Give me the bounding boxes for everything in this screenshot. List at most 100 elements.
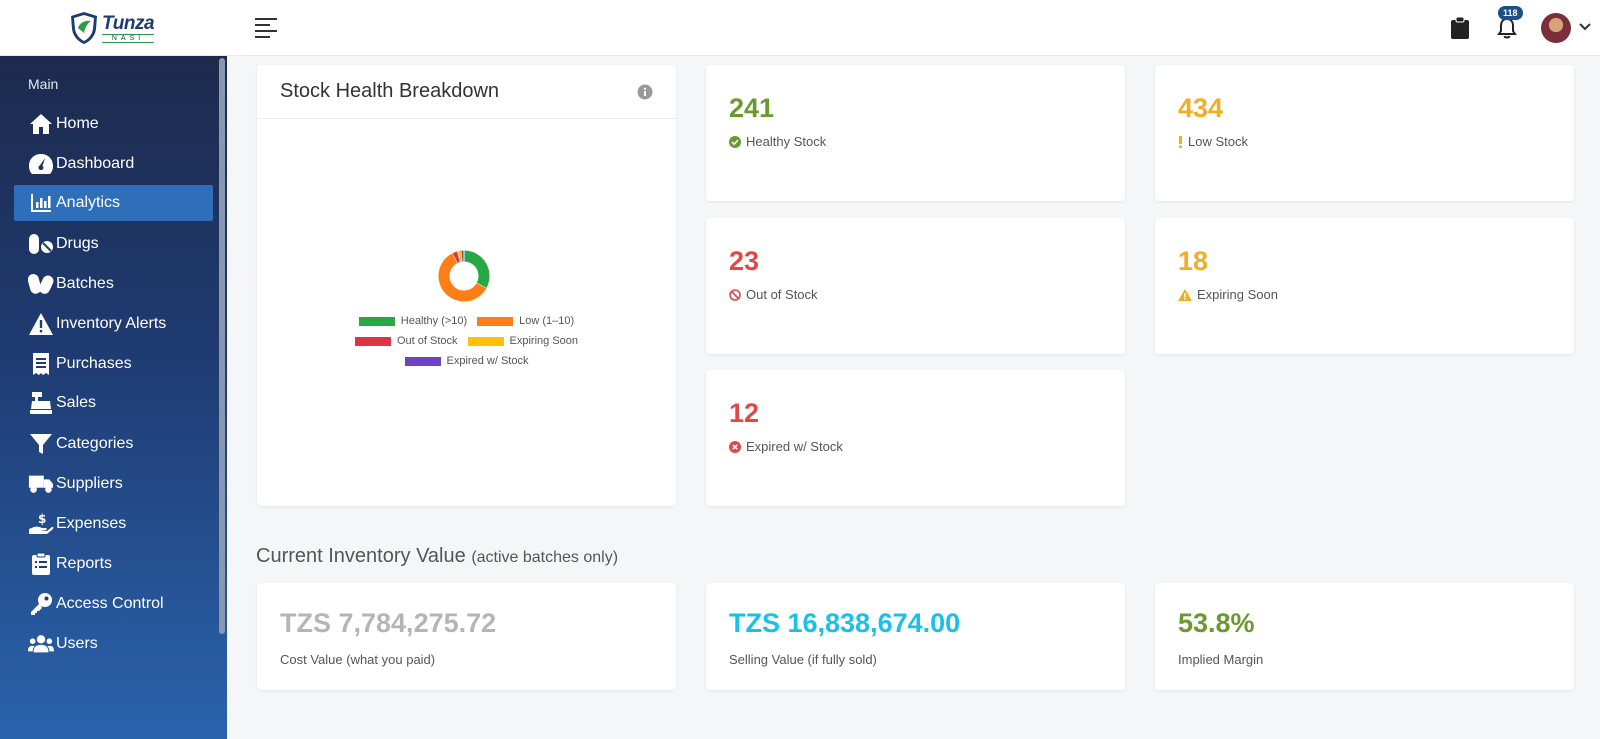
card-title: Stock Health Breakdown <box>280 80 500 102</box>
ban-icon <box>729 288 741 301</box>
pills-icon <box>28 232 54 256</box>
clipboard-list-icon <box>28 552 54 576</box>
capsules-icon <box>28 272 54 296</box>
info-icon[interactable] <box>637 84 653 100</box>
top-bar: Tunza NASI 118 <box>0 0 1600 56</box>
sidebar-item-label: Analytics <box>56 194 121 211</box>
value-label: Selling Value (if fully sold) <box>729 652 877 667</box>
expired-stock-card: 12 Expired w/ Stock <box>706 370 1125 506</box>
sidebar-item-inventory-alerts[interactable]: Inventory Alerts <box>14 306 213 342</box>
legend-label: Out of Stock <box>396 335 458 347</box>
exclamation-icon <box>1179 135 1182 148</box>
sidebar-item-dashboard[interactable]: Dashboard <box>14 146 213 182</box>
sidebar-item-sales[interactable]: Sales <box>14 385 213 421</box>
selling-value-card: TZS 16,838,674.00 Selling Value (if full… <box>706 583 1125 690</box>
inventory-section-title: Current Inventory Value (active batches … <box>256 545 618 568</box>
healthy-stock-card: 241 Healthy Stock <box>706 65 1125 201</box>
sidebar: Main Home Dashboard Analytics Drugs Batc… <box>0 56 227 739</box>
stat-label: Expiring Soon <box>1197 287 1278 302</box>
legend-swatch <box>467 336 504 346</box>
stat-value: 434 <box>1178 93 1224 123</box>
sidebar-item-label: Inventory Alerts <box>56 315 167 332</box>
sidebar-section-label: Main <box>28 76 59 92</box>
low-stock-card: 434 Low Stock <box>1155 65 1574 201</box>
legend-item-out-of-stock[interactable]: Out of Stock <box>354 335 458 347</box>
sidebar-item-suppliers[interactable]: Suppliers <box>14 466 213 502</box>
slice-separator <box>456 251 461 263</box>
legend-item-healthy[interactable]: Healthy (>10) <box>358 315 467 327</box>
bell-icon[interactable] <box>1496 16 1518 40</box>
hand-dollar-icon: $ <box>28 512 54 536</box>
slice-separator <box>476 282 487 289</box>
sidebar-item-drugs[interactable]: Drugs <box>14 226 213 262</box>
stat-value: 23 <box>729 246 760 276</box>
sidebar-item-analytics[interactable]: Analytics <box>14 185 213 221</box>
sidebar-item-expenses[interactable]: $ Expenses <box>14 506 213 542</box>
bar-chart-icon <box>28 191 54 215</box>
cash-register-icon <box>28 391 54 415</box>
section-title-text: Current Inventory Value <box>256 545 466 567</box>
sidebar-item-reports[interactable]: Reports <box>14 546 213 582</box>
chart-legend: Healthy (>10) Low (1–10) Out of Stock Ex… <box>257 311 676 371</box>
svg-text:$: $ <box>38 512 46 526</box>
stock-health-donut-chart <box>438 250 490 302</box>
avatar[interactable] <box>1541 13 1571 43</box>
legend-swatch <box>354 336 391 346</box>
stat-label: Expired w/ Stock <box>746 439 843 454</box>
sidebar-item-label: Batches <box>56 275 114 292</box>
sidebar-item-home[interactable]: Home <box>14 106 213 142</box>
legend-label: Expiring Soon <box>509 335 579 347</box>
margin-card: 53.8% Implied Margin <box>1155 583 1574 690</box>
stat-value: 18 <box>1178 246 1209 276</box>
sidebar-item-users[interactable]: Users <box>14 626 213 662</box>
sidebar-item-purchases[interactable]: Purchases <box>14 346 213 382</box>
stock-health-card: Stock Health Breakdown Healthy (>10) Low… <box>257 65 676 506</box>
sidebar-item-label: Suppliers <box>56 475 123 492</box>
sidebar-item-categories[interactable]: Categories <box>14 426 213 462</box>
legend-label: Low (1–10) <box>519 315 575 327</box>
expiring-soon-card: 18 Expiring Soon <box>1155 218 1574 354</box>
sidebar-item-access-control[interactable]: Access Control <box>14 586 213 622</box>
value-amount: TZS 16,838,674.00 <box>729 608 961 638</box>
sidebar-item-batches[interactable]: Batches <box>14 266 213 302</box>
receipt-icon <box>28 352 54 376</box>
donut-slice-0[interactable] <box>463 250 490 289</box>
brand-logo[interactable]: Tunza NASI <box>68 10 160 46</box>
key-icon <box>28 592 54 616</box>
stat-label: Out of Stock <box>746 287 818 302</box>
legend-item-expiring-soon[interactable]: Expiring Soon <box>467 335 579 347</box>
legend-item-expired[interactable]: Expired w/ Stock <box>404 355 529 367</box>
shield-logo-icon <box>71 12 97 44</box>
value-amount: TZS 7,784,275.72 <box>280 608 497 638</box>
out-of-stock-card: 23 Out of Stock <box>706 218 1125 354</box>
legend-label: Expired w/ Stock <box>446 355 529 367</box>
sidebar-scrollbar[interactable] <box>219 58 225 634</box>
value-label: Implied Margin <box>1178 652 1264 667</box>
donut-slice-1[interactable] <box>438 253 487 302</box>
legend-swatch <box>358 316 395 326</box>
truck-icon <box>28 472 54 496</box>
check-circle-icon <box>729 135 741 148</box>
warning-triangle-icon <box>28 312 54 336</box>
notification-badge: 118 <box>1498 6 1523 20</box>
sidebar-item-label: Reports <box>56 555 113 572</box>
sidebar-item-label: Users <box>56 635 98 652</box>
filter-icon <box>28 432 54 456</box>
chevron-down-icon[interactable] <box>1578 20 1592 34</box>
sidebar-item-label: Drugs <box>56 235 99 252</box>
stat-label: Healthy Stock <box>746 134 827 149</box>
sidebar-item-label: Home <box>56 115 99 132</box>
home-icon <box>28 112 54 136</box>
users-icon <box>28 632 54 656</box>
clipboard-icon[interactable] <box>1450 16 1470 40</box>
warning-triangle-icon <box>1178 288 1192 301</box>
donut-slice-2[interactable] <box>452 251 461 264</box>
stat-label: Low Stock <box>1188 134 1248 149</box>
menu-toggle-icon[interactable] <box>255 18 277 38</box>
section-subtitle: (active batches only) <box>471 549 619 566</box>
gauge-icon <box>28 152 54 176</box>
stat-value: 241 <box>729 93 775 123</box>
sidebar-item-label: Access Control <box>56 595 164 612</box>
brand-name: Tunza <box>102 12 155 34</box>
legend-item-low[interactable]: Low (1–10) <box>477 315 574 327</box>
